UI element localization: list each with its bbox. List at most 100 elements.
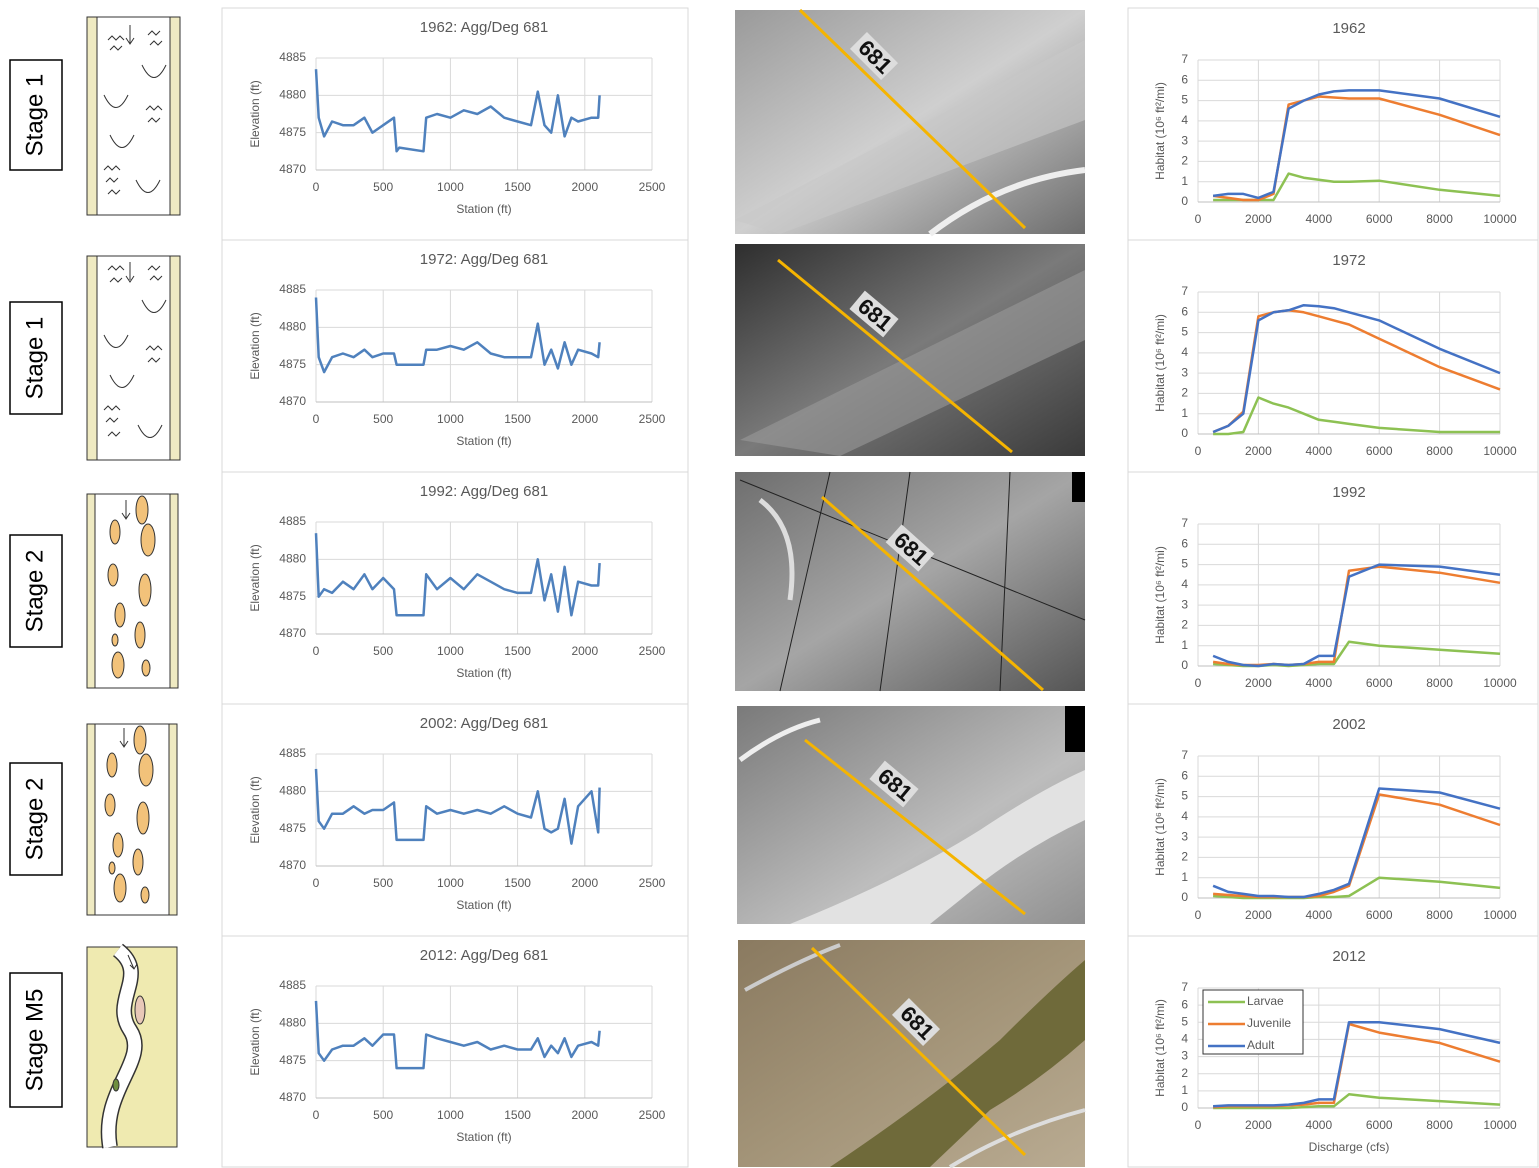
x-tick-label: 2000 [571,412,598,426]
stage-labels: Stage 1 Stage 1 Stage 2 Stage 2 Stage M5 [9,59,63,1108]
chart-title: 1962 [1332,20,1365,37]
y-tick-label: 5 [1181,93,1188,107]
y-tick-label: 1 [1181,406,1188,420]
y-tick-label: 5 [1181,1014,1188,1028]
y-axis-label: Elevation (ft) [248,1008,262,1075]
y-tick-label: 6 [1181,304,1188,318]
y-tick-label: 7 [1181,748,1188,762]
y-axis-label: Habitat (10⁶ ft²/mi) [1153,314,1167,412]
data-line [1212,89,1501,200]
y-tick-label: 1 [1181,870,1188,884]
y-tick-label: 6 [1181,536,1188,550]
y-tick-label: 4 [1181,345,1188,359]
x-tick-label: 1500 [504,644,531,658]
aerial-photo: 681 [738,940,1086,1168]
panel-frames [221,7,1539,1168]
x-tick-label: 1500 [504,1108,531,1122]
legend-label: Adult [1247,1038,1275,1052]
legend-label: Juvenile [1247,1016,1291,1030]
y-tick-label: 4875 [279,1053,306,1067]
x-tick-label: 10000 [1483,908,1517,922]
x-tick-label: 0 [313,876,320,890]
x-tick-label: 8000 [1426,212,1453,226]
x-tick-label: 2500 [639,644,666,658]
y-tick-label: 4875 [279,589,306,603]
stage-label: Stage 2 [21,550,48,633]
y-tick-label: 4 [1181,577,1188,591]
x-tick-label: 0 [1195,212,1202,226]
y-tick-label: 4885 [279,978,306,992]
x-axis-label: Station (ft) [456,1130,511,1144]
x-tick-label: 2500 [639,876,666,890]
y-tick-label: 4885 [279,282,306,296]
x-tick-label: 500 [373,644,393,658]
x-tick-label: 10000 [1483,1118,1517,1132]
x-tick-label: 2000 [1245,1118,1272,1132]
y-tick-label: 4885 [279,50,306,64]
chart-title: 1962: Agg/Deg 681 [420,19,548,36]
y-tick-label: 0 [1181,1100,1188,1114]
chart-title: 1992 [1332,484,1365,501]
y-tick-label: 1 [1181,174,1188,188]
x-tick-label: 8000 [1426,1118,1453,1132]
x-tick-label: 500 [373,180,393,194]
y-tick-label: 0 [1181,658,1188,672]
x-tick-label: 6000 [1366,908,1393,922]
y-tick-label: 2 [1181,1066,1188,1080]
x-tick-label: 1500 [504,412,531,426]
y-tick-label: 0 [1181,890,1188,904]
data-line [1212,787,1501,899]
y-tick-label: 7 [1181,980,1188,994]
y-tick-label: 4875 [279,821,306,835]
y-tick-label: 4880 [279,1016,306,1030]
y-tick-label: 5 [1181,789,1188,803]
schematic-stage2 [86,493,179,689]
chart-title: 2002: Agg/Deg 681 [420,715,548,732]
chart-title: 1972: Agg/Deg 681 [420,251,548,268]
x-axis-label: Discharge (cfs) [1309,1140,1390,1154]
aerial-photo: 681 [735,8,1086,237]
x-tick-label: 1000 [437,644,464,658]
data-line [1212,303,1501,434]
x-tick-label: 6000 [1366,212,1393,226]
y-tick-label: 6 [1181,997,1188,1011]
y-tick-label: 3 [1181,133,1188,147]
y-tick-label: 7 [1181,516,1188,530]
y-tick-label: 6 [1181,768,1188,782]
x-tick-label: 4000 [1305,1118,1332,1132]
aerial-photo: 681 [735,471,1086,692]
stage-label: Stage 1 [21,317,48,400]
y-tick-label: 3 [1181,1049,1188,1063]
schematic-stage1 [86,255,181,461]
y-tick-label: 3 [1181,365,1188,379]
x-tick-label: 2000 [1245,676,1272,690]
x-tick-label: 2500 [639,180,666,194]
y-tick-label: 1 [1181,638,1188,652]
x-tick-label: 0 [313,644,320,658]
y-tick-label: 4885 [279,746,306,760]
data-line [1212,95,1501,202]
data-line [1213,396,1500,436]
stage-label: Stage 1 [21,74,48,157]
data-line [314,768,601,845]
y-tick-label: 1 [1181,1083,1188,1097]
chart-title: 2012 [1332,948,1365,965]
legend-label: Larvae [1247,994,1284,1008]
data-line [1213,1021,1501,1108]
y-tick-label: 3 [1181,597,1188,611]
x-tick-label: 2000 [571,180,598,194]
chart-title: 1972 [1332,252,1365,269]
y-tick-label: 4 [1181,809,1188,823]
y-tick-label: 4880 [279,552,306,566]
x-tick-label: 0 [1195,1118,1202,1132]
x-tick-label: 1000 [437,180,464,194]
y-axis-label: Habitat (10⁶ ft²/mi) [1153,546,1167,644]
x-tick-label: 6000 [1366,676,1393,690]
schematic-stage-m5 [86,943,178,1149]
y-tick-label: 4870 [279,394,306,408]
x-tick-label: 0 [1195,676,1202,690]
x-tick-label: 500 [373,876,393,890]
y-axis-label: Elevation (ft) [248,80,262,147]
data-line [1213,1093,1501,1110]
y-axis-label: Habitat (10⁶ ft²/mi) [1153,999,1167,1097]
